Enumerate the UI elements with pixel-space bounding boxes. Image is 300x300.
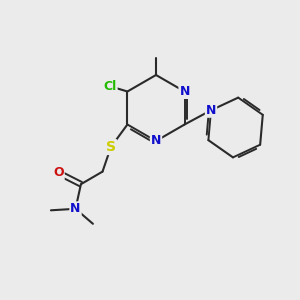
Text: O: O [53,166,64,179]
Text: N: N [151,134,161,148]
Text: N: N [179,85,190,98]
Text: N: N [206,104,216,117]
Text: S: S [106,140,116,154]
Text: N: N [70,202,81,215]
Text: Cl: Cl [103,80,117,93]
